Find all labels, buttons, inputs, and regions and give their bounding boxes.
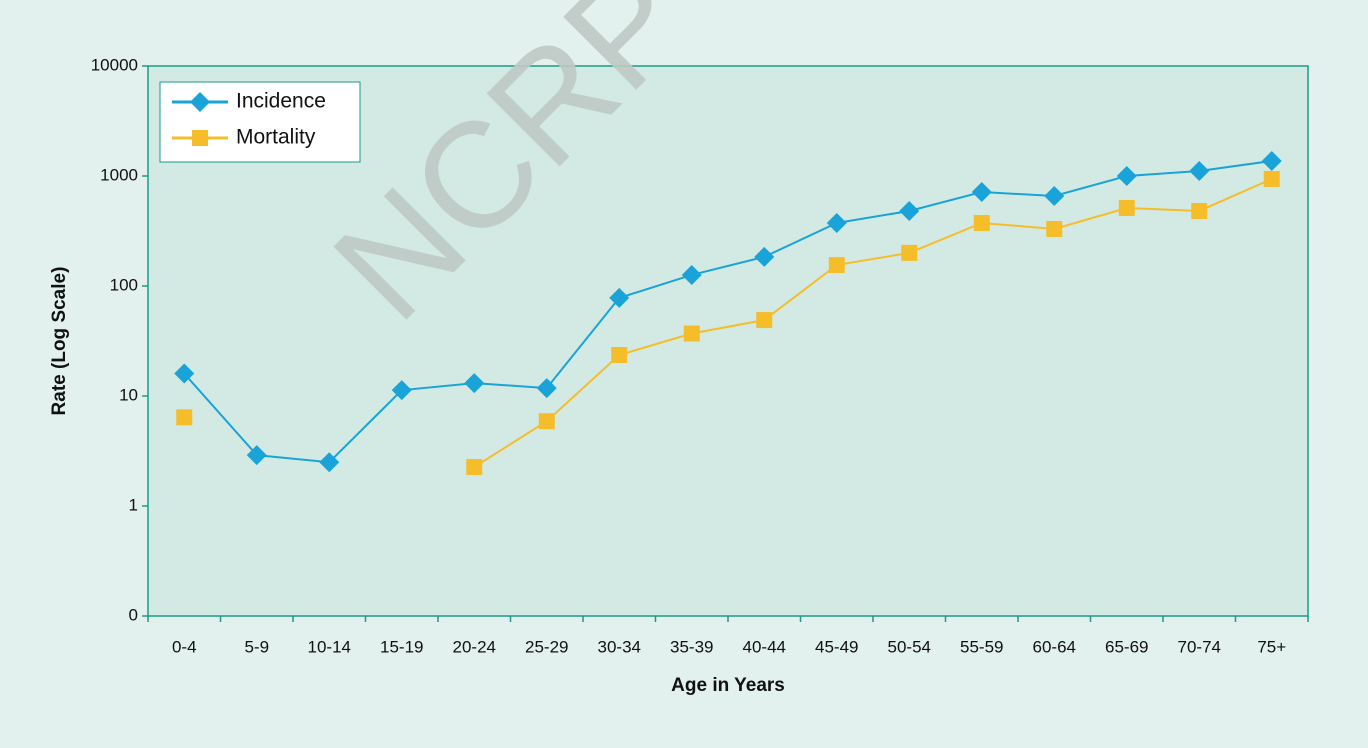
data-point: [899, 200, 920, 221]
data-point: [1046, 220, 1063, 237]
y-tick-label: 10: [119, 385, 138, 404]
data-point: [391, 380, 412, 401]
x-tick-label: 65-69: [1105, 637, 1148, 656]
x-tick-label: 0-4: [172, 637, 197, 656]
x-tick-label: 50-54: [888, 637, 931, 656]
data-point: [538, 413, 555, 430]
data-point: [1189, 161, 1210, 182]
y-tick-label: 1000: [100, 165, 138, 184]
y-tick-label: 1: [129, 495, 138, 514]
legend-label: Mortality: [236, 126, 316, 149]
x-tick-label: 70-74: [1178, 637, 1221, 656]
data-point: [1261, 150, 1282, 171]
data-point: [756, 312, 773, 329]
data-point: [464, 373, 485, 394]
x-tick-label: 10-14: [308, 637, 351, 656]
data-point: [246, 445, 267, 466]
y-tick-label: 0: [129, 605, 138, 624]
x-tick-label: 60-64: [1033, 637, 1076, 656]
data-point: [683, 325, 700, 342]
x-tick-label: 20-24: [453, 637, 496, 656]
legend-box: [159, 81, 361, 163]
data-point: [1116, 166, 1137, 186]
data-point: [1191, 202, 1208, 219]
x-tick-label: 25-29: [525, 637, 568, 656]
legend-label: Incidence: [236, 90, 326, 113]
x-tick-label: 5-9: [244, 637, 269, 656]
y-tick-label: 100: [110, 275, 138, 294]
data-point: [901, 244, 918, 261]
data-point: [466, 459, 483, 476]
x-tick-label: 45-49: [815, 637, 858, 656]
data-point: [681, 264, 702, 285]
series-line: [473, 178, 1273, 468]
x-tick-label: 30-34: [598, 637, 641, 656]
data-point: [611, 346, 628, 363]
data-point: [319, 452, 340, 473]
data-point: [536, 378, 557, 399]
data-point: [1118, 199, 1135, 216]
data-point: [973, 214, 990, 231]
data-point: [174, 363, 195, 384]
legend-marker: [192, 130, 208, 146]
series-line: [183, 159, 1272, 464]
y-axis-title: Rate (Log Scale): [49, 267, 70, 416]
x-tick-label: 40-44: [743, 637, 786, 656]
x-tick-label: 55-59: [960, 637, 1003, 656]
x-tick-label: 15-19: [380, 637, 423, 656]
data-point: [826, 212, 847, 233]
legend-marker: [190, 92, 210, 112]
data-point: [609, 287, 630, 308]
data-point: [1263, 170, 1280, 187]
data-point: [176, 409, 193, 426]
y-tick-label: 10000: [91, 55, 138, 74]
data-point: [1044, 185, 1065, 206]
x-tick-label: 75+: [1257, 637, 1286, 656]
data-point: [754, 246, 775, 267]
x-axis-title: Age in Years: [671, 675, 785, 696]
x-tick-label: 35-39: [670, 637, 713, 656]
data-point: [828, 257, 845, 274]
data-point: [971, 182, 992, 203]
